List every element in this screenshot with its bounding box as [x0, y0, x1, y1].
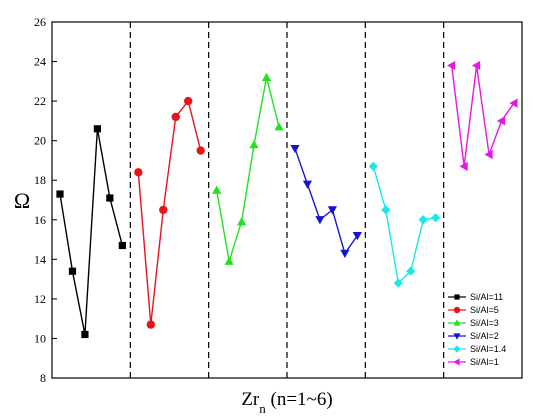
legend-marker — [453, 306, 461, 314]
series-line — [215, 77, 280, 262]
data-point-5 — [261, 72, 272, 81]
data-point-3 — [81, 330, 89, 339]
data-point-6 — [352, 232, 362, 241]
data-point-4 — [484, 149, 493, 160]
legend-marker — [454, 294, 460, 300]
y-tick-label-18: 18 — [34, 173, 46, 187]
legend-label: Si/Al=5 — [470, 305, 499, 315]
y-tick-label-14: 14 — [34, 252, 46, 266]
data-point-6 — [431, 213, 441, 223]
data-point-5 — [106, 194, 114, 202]
data-point-6 — [196, 146, 205, 155]
legend-marker — [453, 345, 461, 353]
plot-area — [51, 21, 523, 379]
data-point-1 — [134, 168, 143, 177]
data-point-1 — [212, 185, 222, 194]
data-point-5 — [496, 116, 506, 126]
data-point-4 — [171, 112, 180, 122]
series-si-al-1 — [447, 60, 518, 171]
data-point-5 — [184, 96, 193, 106]
series-si-al-5 — [134, 96, 205, 329]
data-point-6 — [509, 98, 518, 108]
y-tick-label-8: 8 — [40, 371, 46, 385]
data-point-4 — [327, 206, 337, 215]
data-point-5 — [418, 215, 428, 225]
series-layer — [56, 60, 518, 339]
y-tick-label-16: 16 — [34, 213, 46, 227]
series-si-al-11 — [56, 125, 126, 339]
data-point-1 — [447, 60, 456, 71]
series-si-al-2 — [290, 144, 362, 258]
legend-label: Si/Al=1 — [470, 357, 499, 367]
y-tick-label-10: 10 — [34, 331, 46, 345]
y-axis: 8 10 12 14 16 18 20 22 24 26 — [34, 15, 57, 385]
data-point-2 — [302, 180, 313, 189]
data-point-5 — [340, 249, 350, 258]
legend-item: Si/Al=5 — [448, 305, 499, 315]
y-tick-label-26: 26 — [34, 15, 46, 29]
series-line — [137, 99, 202, 325]
data-point-2 — [68, 267, 77, 275]
legend-label: Si/Al=1.4 — [470, 344, 506, 354]
data-point-2 — [224, 256, 234, 265]
legend-item: Si/Al=11 — [448, 292, 503, 302]
data-point-1 — [368, 161, 378, 171]
data-point-3 — [472, 60, 481, 71]
data-point-6 — [274, 122, 284, 131]
y-tick-label-20: 20 — [34, 134, 46, 148]
series-line — [372, 166, 436, 285]
legend-item: Si/Al=1.4 — [448, 344, 506, 354]
y-tick-label-12: 12 — [34, 292, 46, 306]
data-point-4 — [249, 140, 259, 149]
x-axis-title-subscript: n — [259, 401, 266, 416]
data-point-1 — [56, 190, 64, 198]
y-tick-label-22: 22 — [34, 94, 46, 108]
data-point-2 — [146, 320, 155, 329]
data-point-3 — [315, 216, 325, 225]
legend: Si/Al=11 Si/Al=5 Si/Al=3 Si/Al=2 Si/Al=1.4 Si… — [448, 292, 506, 367]
data-point-4 — [406, 266, 416, 276]
legend-item: Si/Al=1 — [448, 357, 499, 367]
x-axis-title: Zrn (n=1~6) — [241, 389, 332, 416]
data-point-6 — [118, 241, 126, 250]
data-point-3 — [237, 217, 247, 226]
series-si-al-1-4 — [368, 161, 441, 288]
data-point-4 — [93, 125, 101, 133]
x-axis-title-suffix: (n=1~6) — [266, 389, 333, 410]
legend-label: Si/Al=3 — [470, 318, 499, 328]
series-line — [450, 65, 515, 167]
legend-marker — [453, 358, 460, 366]
data-point-3 — [159, 205, 168, 215]
legend-item: Si/Al=2 — [448, 331, 499, 341]
data-point-2 — [459, 161, 468, 171]
series-line — [294, 148, 358, 256]
legend-label: Si/Al=11 — [470, 292, 503, 302]
series-line — [59, 128, 124, 335]
legend-marker — [453, 319, 461, 326]
y-axis-title: Ω — [14, 188, 30, 213]
y-tick-label-24: 24 — [34, 55, 46, 69]
data-point-2 — [381, 205, 391, 215]
legend-item: Si/Al=3 — [448, 318, 499, 328]
series-si-al-3 — [212, 72, 284, 265]
legend-marker — [453, 333, 461, 340]
legend-label: Si/Al=2 — [470, 331, 499, 341]
x-axis-title-main: Zr — [241, 389, 260, 410]
data-point-1 — [290, 144, 300, 154]
data-point-3 — [393, 278, 403, 288]
